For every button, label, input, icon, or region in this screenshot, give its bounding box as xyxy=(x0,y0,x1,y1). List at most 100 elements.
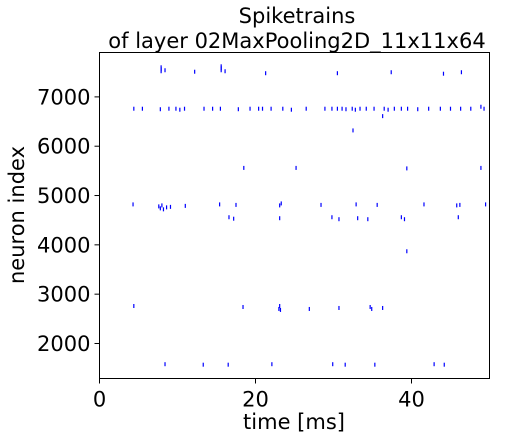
spike-point xyxy=(169,204,172,209)
spike-point xyxy=(407,106,409,111)
spike-point xyxy=(305,106,307,111)
spike-point xyxy=(183,106,186,111)
spike-markers xyxy=(132,64,487,367)
spike-point xyxy=(179,107,181,112)
spike-point xyxy=(165,205,168,210)
spike-point xyxy=(220,68,222,73)
spike-point xyxy=(382,305,384,310)
spike-point xyxy=(159,107,161,112)
spike-point xyxy=(168,106,170,111)
spike-point xyxy=(133,106,135,111)
spike-point xyxy=(365,106,367,111)
spike-point xyxy=(258,106,260,111)
spike-point xyxy=(279,203,281,208)
spike-point xyxy=(344,362,346,367)
spike-point xyxy=(331,215,333,220)
spike-point xyxy=(160,69,162,74)
spike-point xyxy=(480,104,482,109)
spike-point xyxy=(336,106,338,111)
spike-point xyxy=(235,202,237,207)
y-tick-label: 2000 xyxy=(37,332,90,356)
spike-point xyxy=(203,106,205,111)
spike-point xyxy=(249,106,251,111)
spike-point xyxy=(184,203,186,208)
spike-point xyxy=(243,165,245,170)
spike-point xyxy=(295,165,297,170)
spike-point xyxy=(352,128,354,133)
spike-point xyxy=(387,107,389,112)
spike-point xyxy=(194,69,196,74)
spike-point xyxy=(456,203,458,208)
spike-point xyxy=(433,362,435,367)
spike-point xyxy=(282,106,284,111)
spike-point xyxy=(158,204,160,209)
spike-point xyxy=(242,304,244,309)
x-tick-label: 20 xyxy=(242,388,269,412)
spike-point xyxy=(485,202,487,207)
spike-point xyxy=(449,106,452,111)
spike-point xyxy=(331,106,333,111)
spike-point xyxy=(220,64,222,69)
spike-point xyxy=(460,106,462,111)
spike-point xyxy=(279,216,281,221)
chart-title-line-1: Spiketrains xyxy=(239,4,356,28)
spike-point xyxy=(164,362,166,367)
spike-point xyxy=(359,106,361,111)
spike-point xyxy=(373,106,375,111)
spike-point xyxy=(417,107,419,112)
spike-point xyxy=(406,249,408,254)
spike-point xyxy=(212,106,214,111)
spike-point xyxy=(227,362,229,367)
y-tick-label: 6000 xyxy=(37,135,90,159)
plot-area-frame xyxy=(99,52,490,379)
spike-point xyxy=(279,307,282,312)
spike-point xyxy=(354,107,356,112)
spike-point xyxy=(141,106,143,111)
spike-point xyxy=(355,202,357,207)
spike-point xyxy=(271,362,273,367)
spike-point xyxy=(341,106,343,111)
spike-point xyxy=(338,305,340,310)
spike-point xyxy=(279,304,281,308)
spike-point xyxy=(459,202,461,207)
spike-point xyxy=(219,202,221,207)
spike-point xyxy=(351,106,353,111)
y-axis-ticks: 2000 3000 4000 5000 6000 7000 xyxy=(37,85,100,356)
spike-point xyxy=(470,106,472,111)
x-tick-label: 40 xyxy=(398,388,425,412)
spike-point xyxy=(406,166,408,171)
spike-point xyxy=(237,107,239,112)
spike-point xyxy=(423,202,425,207)
spike-point xyxy=(161,203,163,208)
spike-point xyxy=(403,217,406,222)
y-tick-label: 7000 xyxy=(37,85,90,109)
spike-point xyxy=(265,71,267,76)
spike-point xyxy=(290,107,292,112)
spike-point xyxy=(159,206,161,211)
spike-point xyxy=(345,107,347,112)
spike-point xyxy=(439,106,441,111)
spike-point xyxy=(457,215,459,220)
spike-point xyxy=(202,362,204,367)
spike-point xyxy=(332,362,334,367)
spike-point xyxy=(357,216,359,221)
spike-point xyxy=(369,304,371,309)
spike-point xyxy=(308,306,310,311)
spike-point xyxy=(367,217,369,222)
x-tick-label: 0 xyxy=(93,388,106,412)
spike-point xyxy=(261,106,264,111)
spike-point xyxy=(175,106,177,111)
spike-point xyxy=(400,106,402,111)
spike-point xyxy=(336,71,338,76)
spike-point xyxy=(133,304,135,308)
chart-title-line-2: of layer 02MaxPooling2D_11x11x64 xyxy=(108,29,485,54)
spike-point xyxy=(480,165,482,170)
spike-point xyxy=(374,362,376,367)
spike-point xyxy=(224,69,226,74)
spike-point xyxy=(393,106,395,111)
spike-point xyxy=(400,215,402,220)
spike-point xyxy=(382,114,384,119)
y-tick-label: 5000 xyxy=(37,184,90,208)
spike-point xyxy=(428,106,430,111)
